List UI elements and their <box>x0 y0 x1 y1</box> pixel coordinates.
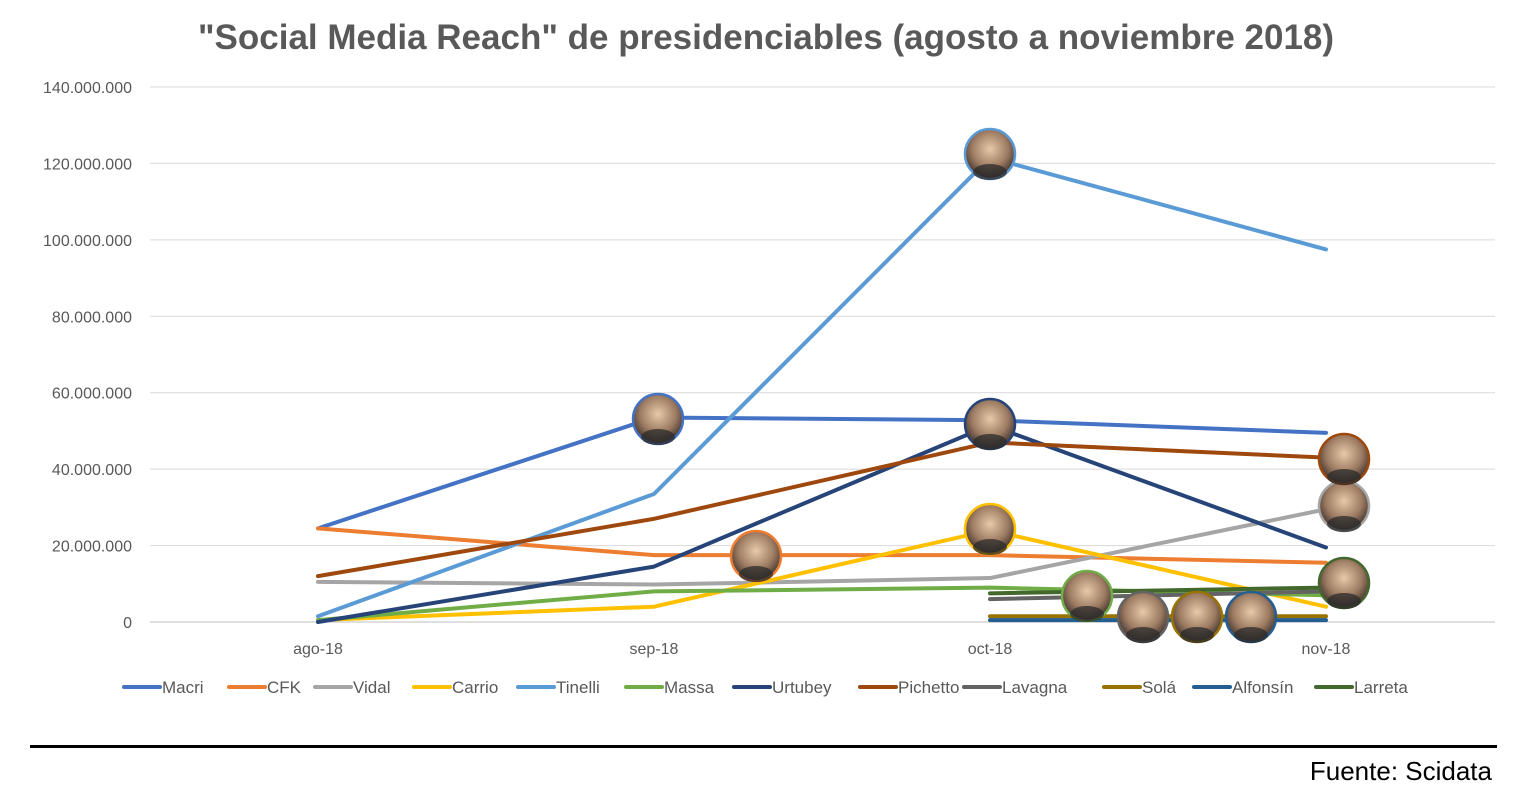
legend-label: Vidal <box>353 678 391 697</box>
photo-larreta <box>1317 556 1371 610</box>
photo-vidal <box>1317 479 1371 533</box>
legend-item-tinelli: Tinelli <box>516 678 600 697</box>
photo-carrio <box>963 502 1017 556</box>
legend-item-solá: Solá <box>1102 678 1177 697</box>
y-tick-label: 100.000.000 <box>43 233 132 250</box>
legend-item-lavagna: Lavagna <box>962 678 1068 697</box>
series-line-pichetto <box>316 440 1328 579</box>
chart-title: "Social Media Reach" de presidenciables … <box>197 18 1335 57</box>
legend-label: Tinelli <box>556 678 600 697</box>
photo-shoulders <box>1234 627 1268 643</box>
photo-shoulders <box>641 429 675 445</box>
photo-shoulders <box>739 566 773 582</box>
series-line-urtubey <box>316 423 1328 624</box>
legend-label: Lavagna <box>1002 678 1068 697</box>
series-line-tinelli <box>316 155 1328 619</box>
y-tick-label: 0 <box>123 615 132 632</box>
y-tick-label: 80.000.000 <box>52 309 132 326</box>
photo-pichetto <box>1317 432 1371 486</box>
legend-item-massa: Massa <box>624 678 715 697</box>
legend-item-cfk: CFK <box>227 678 302 697</box>
legend-label: Pichetto <box>898 678 959 697</box>
legend-item-alfonsín: Alfonsín <box>1192 678 1293 697</box>
x-axis-ticks: ago-18 sep-18 oct-18 nov-18 <box>293 641 1350 658</box>
photo-tinelli <box>963 127 1017 181</box>
series-line-carrio <box>316 528 1328 623</box>
legend-label: Solá <box>1142 678 1177 697</box>
legend: Macri CFK Vidal Carrio Tinelli Massa Urtubey Pi… <box>122 678 1408 697</box>
series-line-macri <box>316 415 1328 531</box>
y-axis-ticks: 0 20.000.000 40.000.000 60.000.000 80.000.00… <box>43 80 132 632</box>
x-tick-label: sep-18 <box>630 641 679 658</box>
legend-label: Urtubey <box>772 678 832 697</box>
series-line-larreta <box>988 585 1328 596</box>
photo-massa <box>1060 569 1114 623</box>
candidate-photos <box>631 127 1371 644</box>
legend-label: CFK <box>267 678 302 697</box>
legend-label: Massa <box>664 678 715 697</box>
photo-macri <box>631 392 685 446</box>
legend-label: Alfonsín <box>1232 678 1293 697</box>
x-tick-label: nov-18 <box>1302 641 1351 658</box>
series-line-lavagna <box>988 589 1328 602</box>
legend-item-larreta: Larreta <box>1314 678 1408 697</box>
x-tick-label: oct-18 <box>968 641 1013 658</box>
photo-shoulders <box>1327 516 1361 532</box>
line-chart: 0 20.000.000 40.000.000 60.000.000 80.000.00… <box>43 80 1495 697</box>
photo-alfonsín <box>1224 590 1278 644</box>
y-tick-label: 140.000.000 <box>43 80 132 97</box>
photo-shoulders <box>1180 627 1214 643</box>
legend-item-urtubey: Urtubey <box>732 678 832 697</box>
gridlines <box>150 86 1495 623</box>
legend-label: Macri <box>162 678 204 697</box>
legend-label: Carrio <box>452 678 498 697</box>
photo-shoulders <box>973 434 1007 450</box>
y-tick-label: 20.000.000 <box>52 539 132 556</box>
photo-shoulders <box>1126 627 1160 643</box>
photo-solá <box>1170 590 1224 644</box>
photo-shoulders <box>973 539 1007 555</box>
photo-lavagna <box>1116 590 1170 644</box>
y-tick-label: 120.000.000 <box>43 156 132 173</box>
legend-item-pichetto: Pichetto <box>858 678 959 697</box>
photo-shoulders <box>1327 469 1361 485</box>
photo-shoulders <box>1327 593 1361 609</box>
legend-item-macri: Macri <box>122 678 204 697</box>
source-note: Fuente: Scidata <box>1309 756 1492 786</box>
photo-shoulders <box>973 164 1007 180</box>
series-lines <box>316 155 1328 624</box>
photo-cfk <box>729 529 783 583</box>
x-tick-label: ago-18 <box>293 641 343 658</box>
photo-urtubey <box>963 397 1017 451</box>
legend-item-carrio: Carrio <box>412 678 498 697</box>
legend-item-vidal: Vidal <box>313 678 391 697</box>
legend-label: Larreta <box>1354 678 1408 697</box>
photo-shoulders <box>1070 606 1104 622</box>
series-line-vidal <box>316 507 1328 587</box>
y-tick-label: 40.000.000 <box>52 462 132 479</box>
y-tick-label: 60.000.000 <box>52 386 132 403</box>
series-line-cfk <box>316 526 1328 565</box>
source-divider <box>30 745 1497 748</box>
